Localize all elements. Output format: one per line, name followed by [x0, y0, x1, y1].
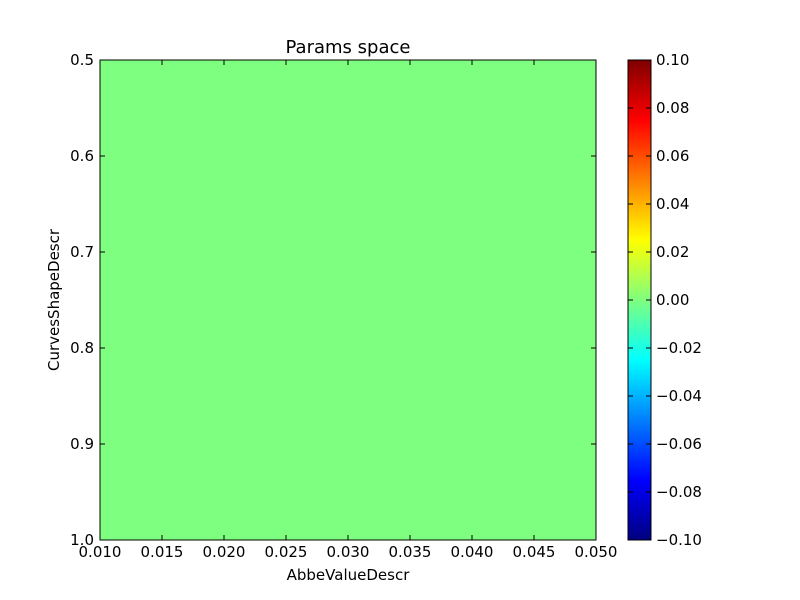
y-tick-label: 0.9 [70, 435, 94, 453]
colorbar-tick-label: −0.06 [656, 435, 702, 453]
colorbar-tick-label: 0.08 [656, 99, 689, 117]
x-tick-label: 0.010 [79, 543, 122, 561]
colorbar-tick-label: 0.06 [656, 147, 689, 165]
colorbar-ticks: 0.10 0.08 0.06 0.04 0.02 0.00 −0.02 −0.04 −0.06 −… [628, 51, 702, 549]
x-axis-label: AbbeValueDescr [287, 566, 411, 584]
colorbar-tick-label: 0.02 [656, 243, 689, 261]
x-tick-label: 0.035 [389, 543, 432, 561]
y-tick-label: 0.5 [70, 51, 94, 69]
y-axis-ticks: 0.5 0.6 0.7 0.8 0.9 1.0 [70, 51, 596, 549]
x-tick-label: 0.040 [451, 543, 494, 561]
y-tick-label: 0.6 [70, 147, 94, 165]
colorbar-tick-label: −0.04 [656, 387, 702, 405]
y-tick-label: 0.8 [70, 339, 94, 357]
colorbar-tick-label: 0.04 [656, 195, 689, 213]
chart-title: Params space [286, 37, 411, 58]
x-tick-label: 0.045 [513, 543, 556, 561]
colorbar-tick-label: −0.08 [656, 483, 702, 501]
x-tick-label: 0.050 [575, 543, 618, 561]
x-tick-label: 0.030 [327, 543, 370, 561]
y-tick-label: 1.0 [70, 531, 94, 549]
colorbar-tick-label: −0.10 [656, 531, 702, 549]
colorbar-tick-label: 0.00 [656, 291, 689, 309]
colorbar-tick-label: 0.10 [656, 51, 689, 69]
y-axis-label: CurvesShapeDescr [45, 228, 63, 371]
plot-frame [99, 59, 597, 541]
colorbar-tick-label: −0.02 [656, 339, 702, 357]
x-tick-label: 0.025 [265, 543, 308, 561]
x-tick-label: 0.015 [141, 543, 184, 561]
y-tick-label: 0.7 [70, 243, 94, 261]
x-tick-label: 0.020 [203, 543, 246, 561]
x-axis-ticks: 0.010 0.015 0.020 0.025 0.030 0.035 0.040 0.045… [79, 60, 618, 561]
heatmap-cell [100, 60, 596, 540]
